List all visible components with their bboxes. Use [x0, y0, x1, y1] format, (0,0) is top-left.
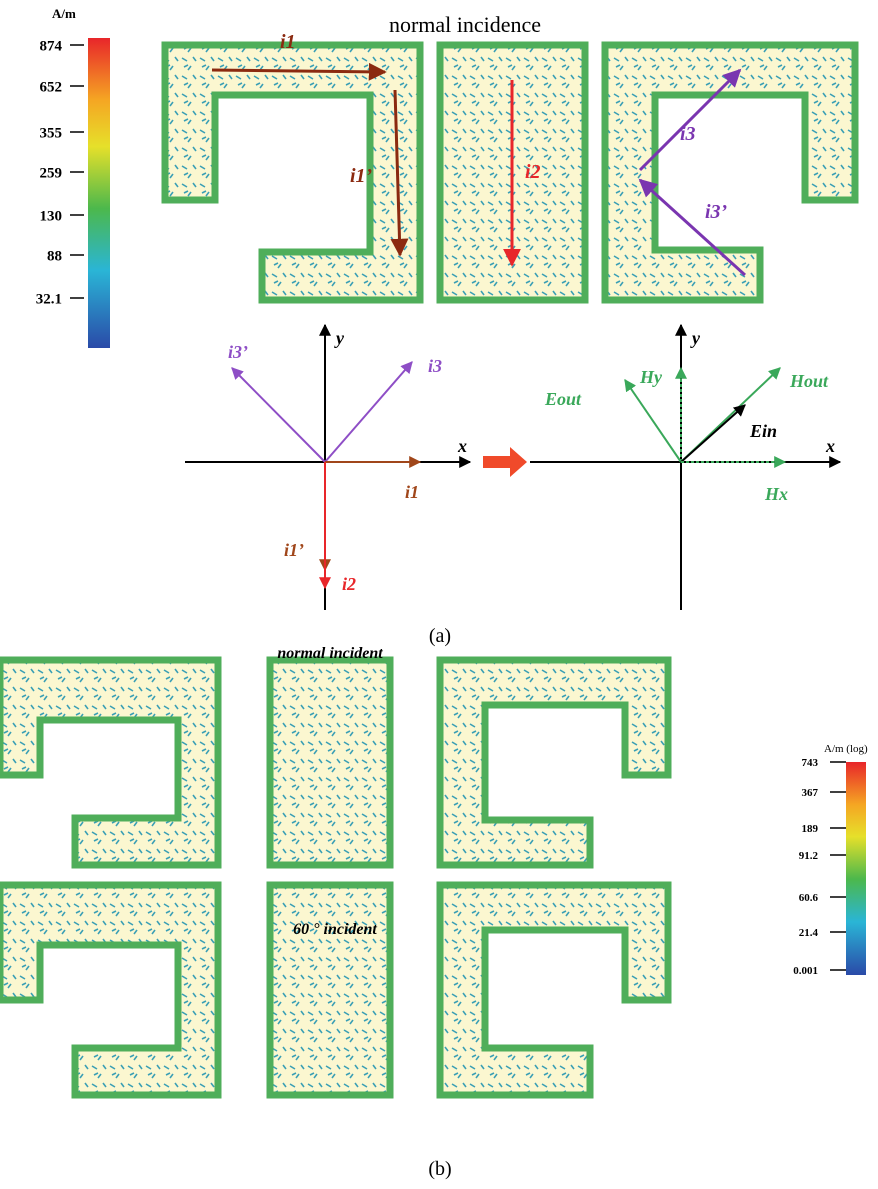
colorbar-tick-label: 189 — [802, 823, 819, 835]
colorbar-tick-label: 21.4 — [799, 927, 819, 939]
colorbar-tick-label: 32.1 — [36, 291, 62, 307]
colorbar-tick-label: 874 — [40, 38, 63, 54]
current-label: i3 — [680, 123, 696, 145]
vector-label: i2 — [342, 574, 356, 594]
vector-label: i3’ — [228, 342, 248, 362]
vector-diagram-right — [530, 325, 840, 610]
vector-label: i3 — [428, 356, 442, 376]
colorbar-unit: A/m — [52, 6, 76, 21]
colorbar-tick-label: 130 — [40, 208, 63, 224]
row-label: normal incident — [277, 645, 383, 662]
colorbar-tick-label: 91.2 — [799, 850, 819, 862]
resonator-left — [165, 45, 420, 300]
colorbar-tick-label: 367 — [802, 787, 819, 799]
caption: (a) — [429, 625, 451, 647]
current-label: i1 — [280, 31, 296, 53]
panel-title: normal incidence — [389, 12, 541, 37]
current-label: i2 — [525, 161, 541, 183]
current-label: i3’ — [705, 201, 727, 223]
axis-label: x — [825, 436, 835, 456]
colorbar-tick-label: 259 — [40, 165, 63, 181]
colorbar-tick-label: 0.001 — [793, 965, 818, 977]
colorbar-b: A/m (log) 743 367 189 91.2 60.6 21.4 0.001 — [793, 743, 868, 977]
caption: (b) — [428, 1158, 451, 1180]
vector-label: Hy — [639, 367, 663, 387]
colorbar-tick-label: 88 — [47, 248, 62, 264]
colorbar-tick-label: 743 — [802, 757, 819, 769]
row-label: 60 ° incident — [293, 921, 377, 938]
vector-label: Hout — [789, 371, 829, 391]
colorbar-tick-label: 60.6 — [799, 892, 819, 904]
vector-label: i1 — [405, 482, 419, 502]
colorbar-tick-label: 355 — [40, 125, 63, 141]
figure: A/m 874 652 355 259 130 88 32.1 normal inciden… — [0, 0, 878, 1189]
colorbar-unit: A/m (log) — [824, 743, 868, 755]
panel-b-row-1 — [0, 660, 668, 865]
current-label: i1’ — [350, 165, 372, 187]
axis-label: x — [457, 436, 467, 456]
transform-arrow — [483, 447, 527, 477]
vector-label: i1’ — [284, 540, 304, 560]
axis-label: y — [334, 328, 345, 348]
axis-label: y — [690, 328, 701, 348]
vector-label: Hx — [764, 484, 788, 504]
vector-label: Ein — [749, 421, 777, 441]
panel-b-row-2 — [0, 885, 668, 1095]
colorbar-a: A/m 874 652 355 259 130 88 32.1 — [36, 6, 110, 348]
vector-label: Eout — [544, 389, 582, 409]
colorbar-tick-label: 652 — [40, 79, 63, 95]
